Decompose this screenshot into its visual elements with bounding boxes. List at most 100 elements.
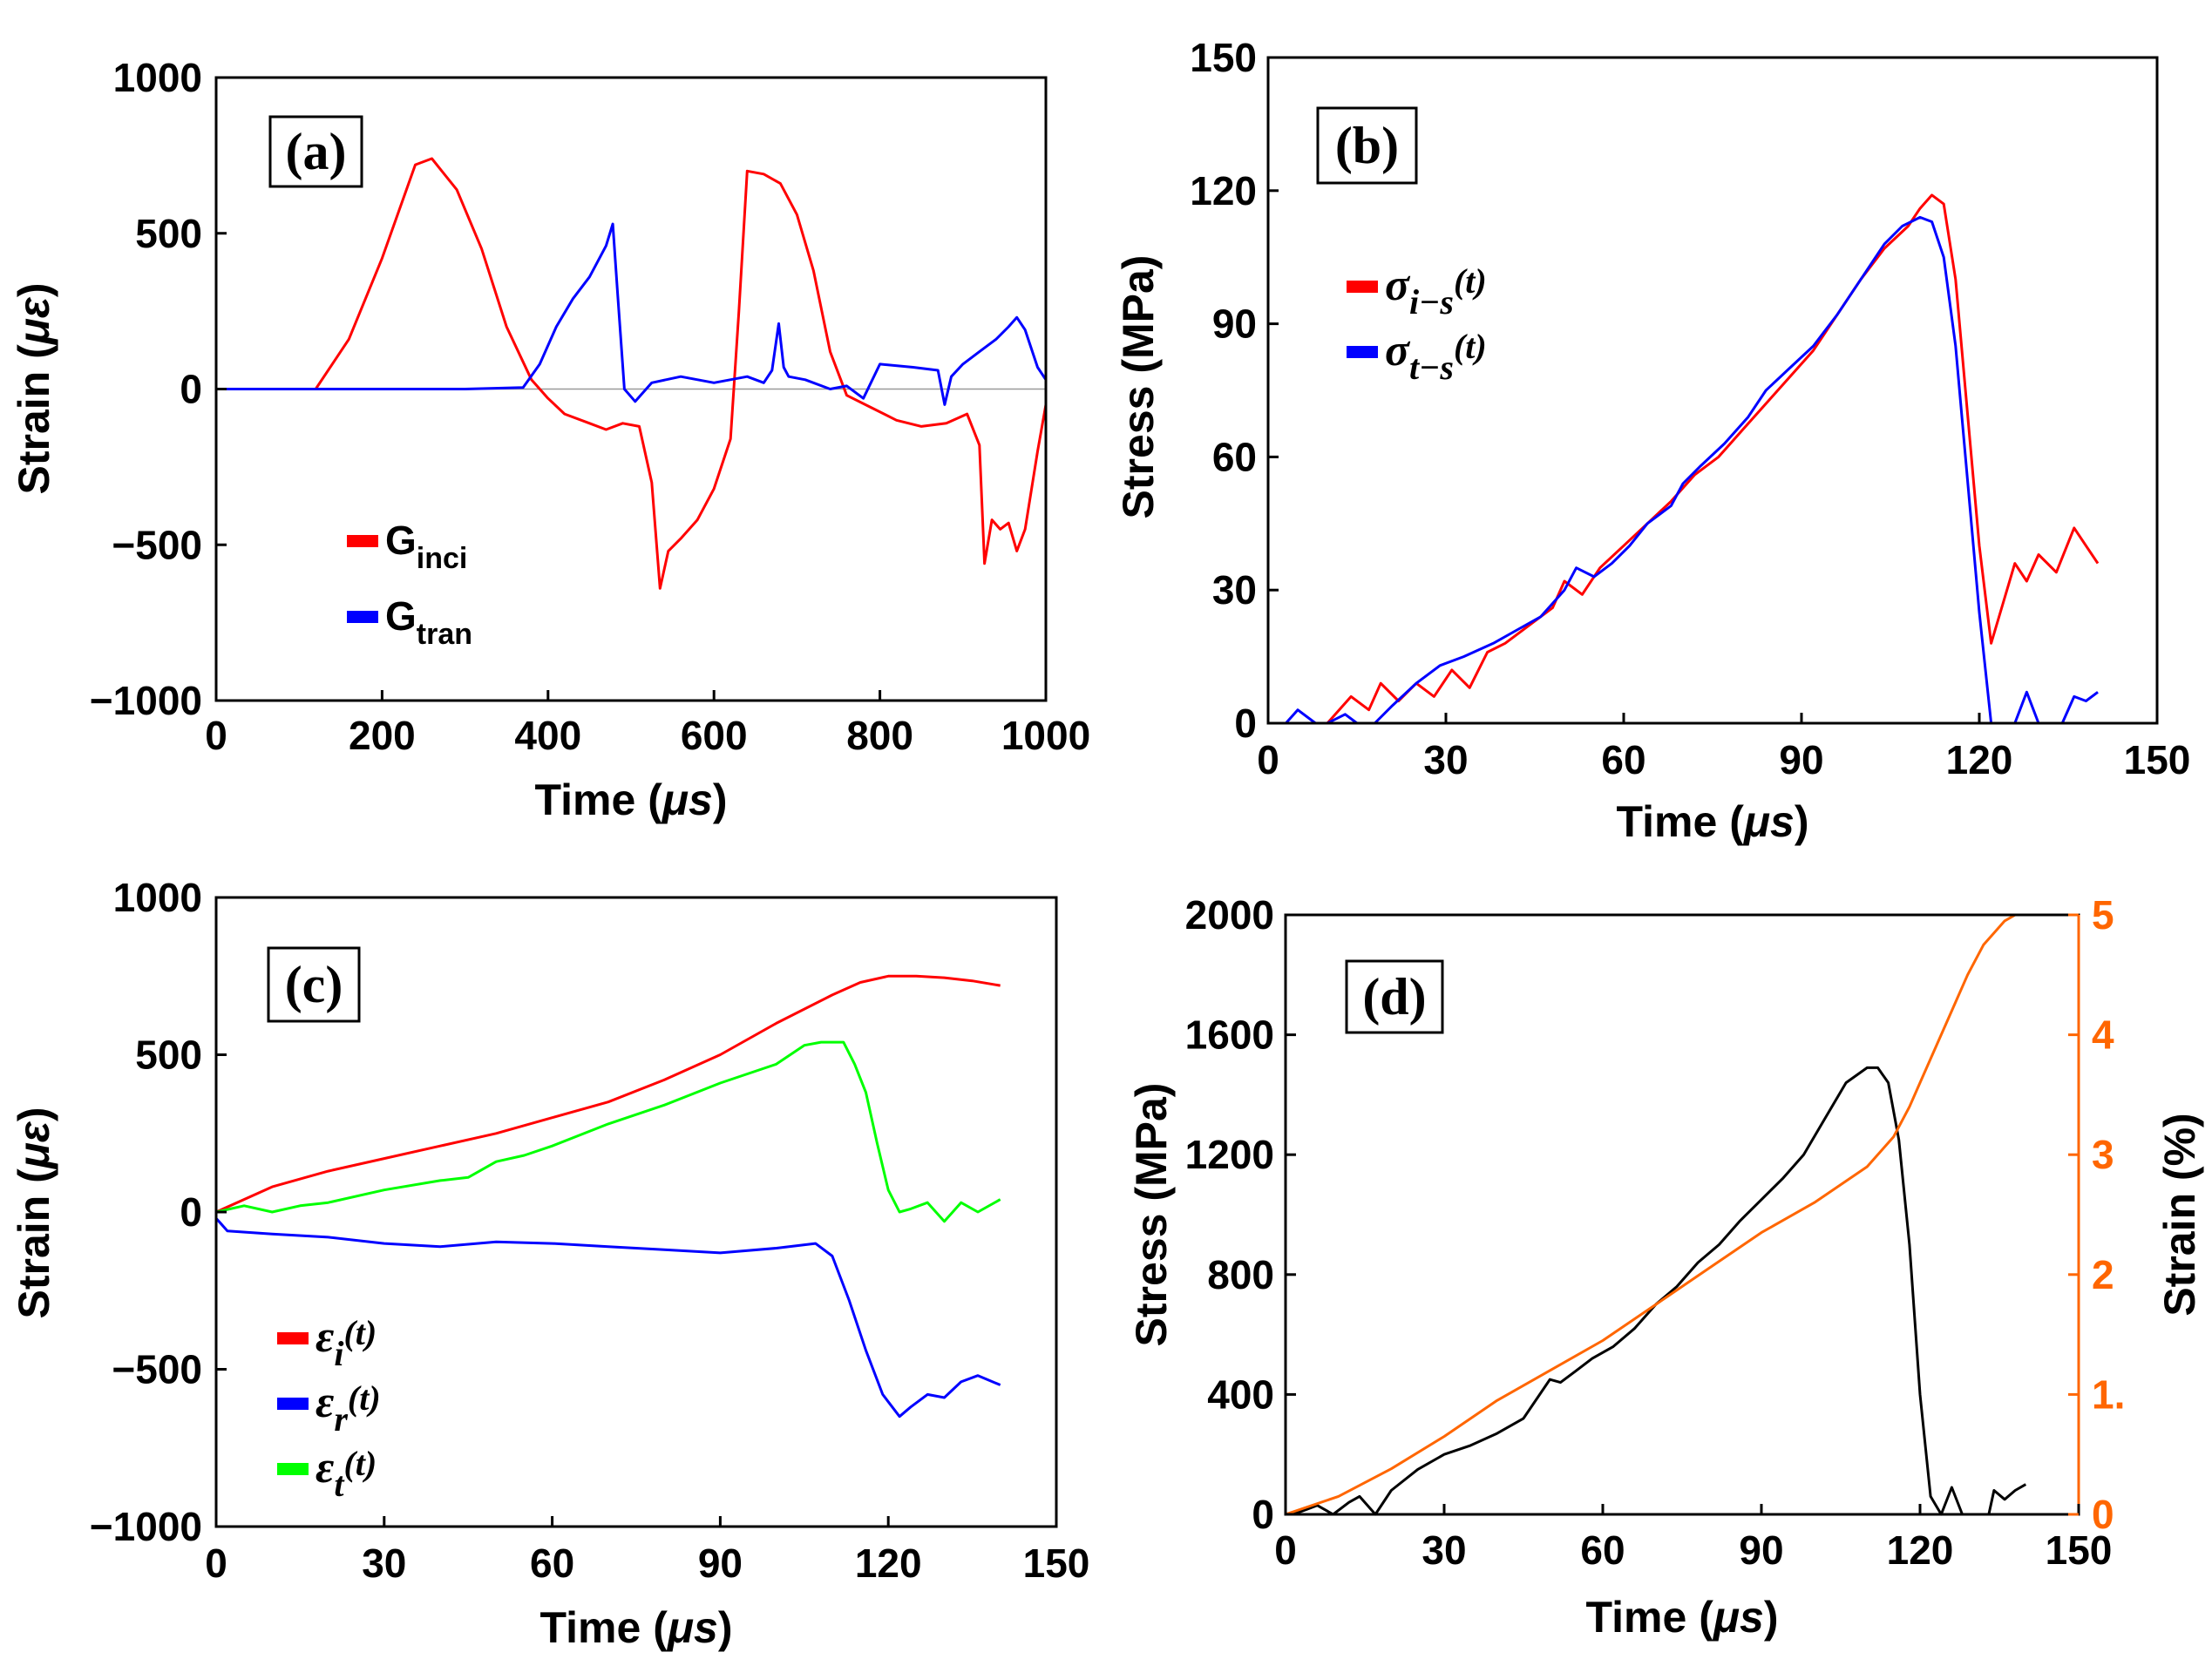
y-tick-label: 800: [1207, 1252, 1274, 1297]
legend-label: Ginci: [385, 518, 467, 575]
text-part: Strain (: [10, 1168, 58, 1319]
legend-swatch: [277, 1398, 309, 1410]
text-part: Strain (: [10, 344, 58, 495]
legend-subscript: t: [334, 1465, 345, 1504]
x-tick-label: 60: [530, 1540, 574, 1586]
x-tick-label: 200: [349, 713, 416, 758]
y-tick-label: 1000: [113, 875, 202, 920]
plot-area: [214, 974, 1001, 1419]
legend-swatch: [1347, 346, 1378, 358]
legend-base: G: [385, 593, 417, 639]
legend-swatch: [1347, 281, 1378, 293]
legend-suffix: (t): [1454, 261, 1487, 301]
x-tick-label: 120: [855, 1540, 922, 1586]
y-tick-label: 1600: [1185, 1012, 1274, 1058]
x-tick-label: 60: [1601, 737, 1645, 782]
legend-base: ε: [316, 1312, 334, 1362]
y-tick-label: 0: [180, 367, 202, 412]
x-tick-label: 30: [1422, 1527, 1466, 1573]
x-tick-label: 150: [2046, 1527, 2113, 1573]
right-y-tick-label: 1.: [2092, 1371, 2125, 1417]
series-line-i: [215, 974, 1001, 1214]
y-tick-label: 1000: [113, 55, 202, 100]
x-axis-label: Time (μs): [1586, 1593, 1779, 1642]
x-tick-label: 120: [1887, 1527, 1954, 1573]
text-part: Time (: [1586, 1593, 1714, 1642]
y-tick-label: −1000: [90, 1504, 202, 1549]
x-tick-label: 0: [1274, 1527, 1297, 1573]
legend-base: σ: [1385, 261, 1411, 310]
legend-label: εt(t): [316, 1443, 377, 1504]
y-tick-label: 1200: [1185, 1132, 1274, 1177]
series-line-t: [215, 1040, 1001, 1223]
legend-subscript: t−s: [1409, 348, 1454, 387]
chart-panel-a: 0 200 400 600 800 1000 −1000 −500 0 500 1000 Time (…: [10, 55, 1090, 824]
y-tick-label: −500: [112, 522, 202, 567]
y-axis-label: Strain (με): [10, 1107, 58, 1319]
y-tick-label: 500: [135, 211, 202, 256]
x-tick-label: 90: [698, 1540, 743, 1586]
x-tick-label: 90: [1739, 1527, 1783, 1573]
legend-suffix: (t): [1454, 327, 1487, 366]
legend-base: ε: [316, 1378, 334, 1427]
y-tick-label: 30: [1212, 567, 1257, 613]
x-tick-label: 400: [514, 713, 581, 758]
x-tick-label: 600: [681, 713, 748, 758]
panel-label: (c): [285, 956, 343, 1013]
legend-subscript: i−s: [1409, 282, 1454, 322]
chart-panel-d: 0 30 60 90 120 150040080012001600200001.2345T…: [1127, 892, 2204, 1642]
y-tick-label: 90: [1212, 301, 1257, 347]
legend-label: Gtran: [385, 593, 472, 651]
legend-suffix: (t): [343, 1313, 377, 1352]
y-tick-label: 500: [135, 1033, 202, 1078]
right-y-tick-label: 3: [2092, 1132, 2114, 1177]
legend-label: σi−s(t): [1385, 261, 1487, 322]
x-tick-label: 150: [1023, 1540, 1090, 1586]
text-part: ): [718, 1603, 733, 1652]
axes-frame: [1266, 56, 2159, 725]
x-tick-label: 150: [2124, 737, 2191, 782]
series-line-stress: [1285, 1066, 2027, 1516]
right-y-tick-label: 2: [2092, 1252, 2114, 1297]
legend-suffix: (t): [348, 1378, 381, 1418]
y-tick-label: 150: [1190, 35, 1257, 80]
y-tick-label: 120: [1190, 168, 1257, 213]
plot-area: [216, 157, 1048, 590]
legend-base: G: [385, 518, 417, 563]
x-tick-label: 800: [846, 713, 913, 758]
y-tick-label: 0: [1234, 701, 1257, 746]
panel-label: (d): [1362, 968, 1426, 1026]
legend-swatch: [277, 1332, 309, 1344]
series-line-strain: [1285, 913, 2016, 1516]
x-tick-label: 0: [205, 713, 227, 758]
y-axis-unit: με: [10, 296, 58, 346]
x-tick-label: 0: [205, 1540, 227, 1586]
panel-label: (a): [286, 123, 347, 180]
right-y-tick-label: 0: [2092, 1492, 2114, 1537]
series-line-is: [1326, 193, 2100, 724]
legend-base: ε: [316, 1443, 334, 1493]
text-part: ): [1764, 1593, 1779, 1642]
y-axis-label: Stress (MPa): [1114, 255, 1163, 519]
legend-label: εi(t): [316, 1312, 377, 1373]
panel-label: (b): [1335, 117, 1399, 174]
y-tick-label: 0: [1252, 1492, 1274, 1537]
plot-area: [1285, 913, 2027, 1516]
legend-subscript: r: [334, 1399, 348, 1439]
legend-swatch: [347, 611, 378, 623]
x-tick-label: 120: [1946, 737, 2013, 782]
right-y-tick-label: 4: [2092, 1012, 2114, 1058]
legend-subscript: i: [334, 1334, 343, 1373]
y-tick-label: 0: [180, 1189, 202, 1235]
x-axis-label: Time (μs): [535, 775, 728, 824]
legend-subscript: tran: [417, 618, 472, 651]
panel-label-box: [1345, 959, 1444, 1034]
series-line-tran: [216, 222, 1048, 406]
right-y-axis-label: Strain (%): [2155, 1113, 2204, 1316]
text-part: ): [713, 775, 728, 824]
series-line-r: [214, 1217, 1001, 1419]
y-axis-label: Strain (με): [10, 283, 58, 495]
text-part: Time (: [1617, 797, 1745, 846]
